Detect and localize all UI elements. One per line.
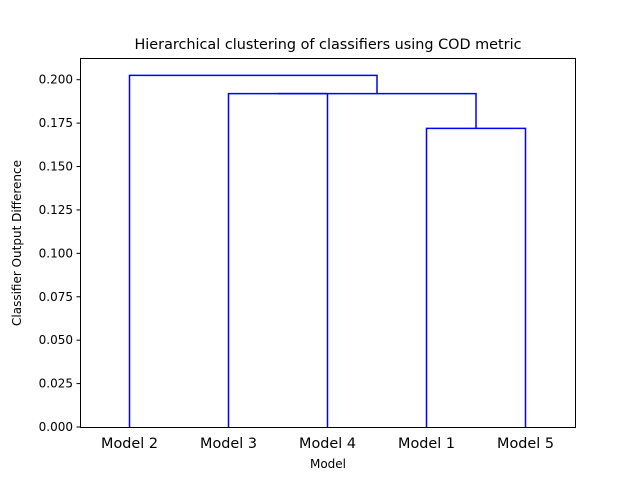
x-tick-label: Model 3 [200, 436, 257, 452]
x-tick-label: Model 4 [299, 436, 356, 452]
y-tick-label: 0.100 [39, 246, 73, 260]
dendrogram-link [128, 74, 378, 427]
y-tick-label: 0.025 [39, 377, 73, 391]
chart-title: Hierarchical clustering of classifiers u… [134, 37, 521, 53]
y-tick-label: 0.125 [39, 203, 73, 217]
y-tick-label: 0.175 [39, 116, 73, 130]
x-tick-label: Model 2 [101, 436, 158, 452]
y-tick-label: 0.050 [39, 333, 73, 347]
y-tick-label: 0.200 [39, 73, 73, 87]
y-tick-label: 0.150 [39, 160, 73, 174]
x-axis-label: Model [310, 457, 346, 471]
x-axis: Model 2 Model 3 Model 4 Model 1 Model 5 [101, 436, 554, 452]
y-axis: 0.000 0.025 0.050 0.075 0.100 0.125 0.150 0.175… [39, 73, 80, 434]
y-tick-label: 0.075 [39, 290, 73, 304]
dendrogram-link [278, 92, 477, 129]
x-tick-label: Model 1 [398, 436, 455, 452]
dendrogram-links [128, 74, 527, 427]
plot-frame [80, 58, 576, 428]
x-tick-label: Model 5 [497, 436, 554, 452]
y-tick-label: 0.000 [39, 420, 73, 434]
y-axis-label: Classifier Output Difference [10, 160, 24, 326]
